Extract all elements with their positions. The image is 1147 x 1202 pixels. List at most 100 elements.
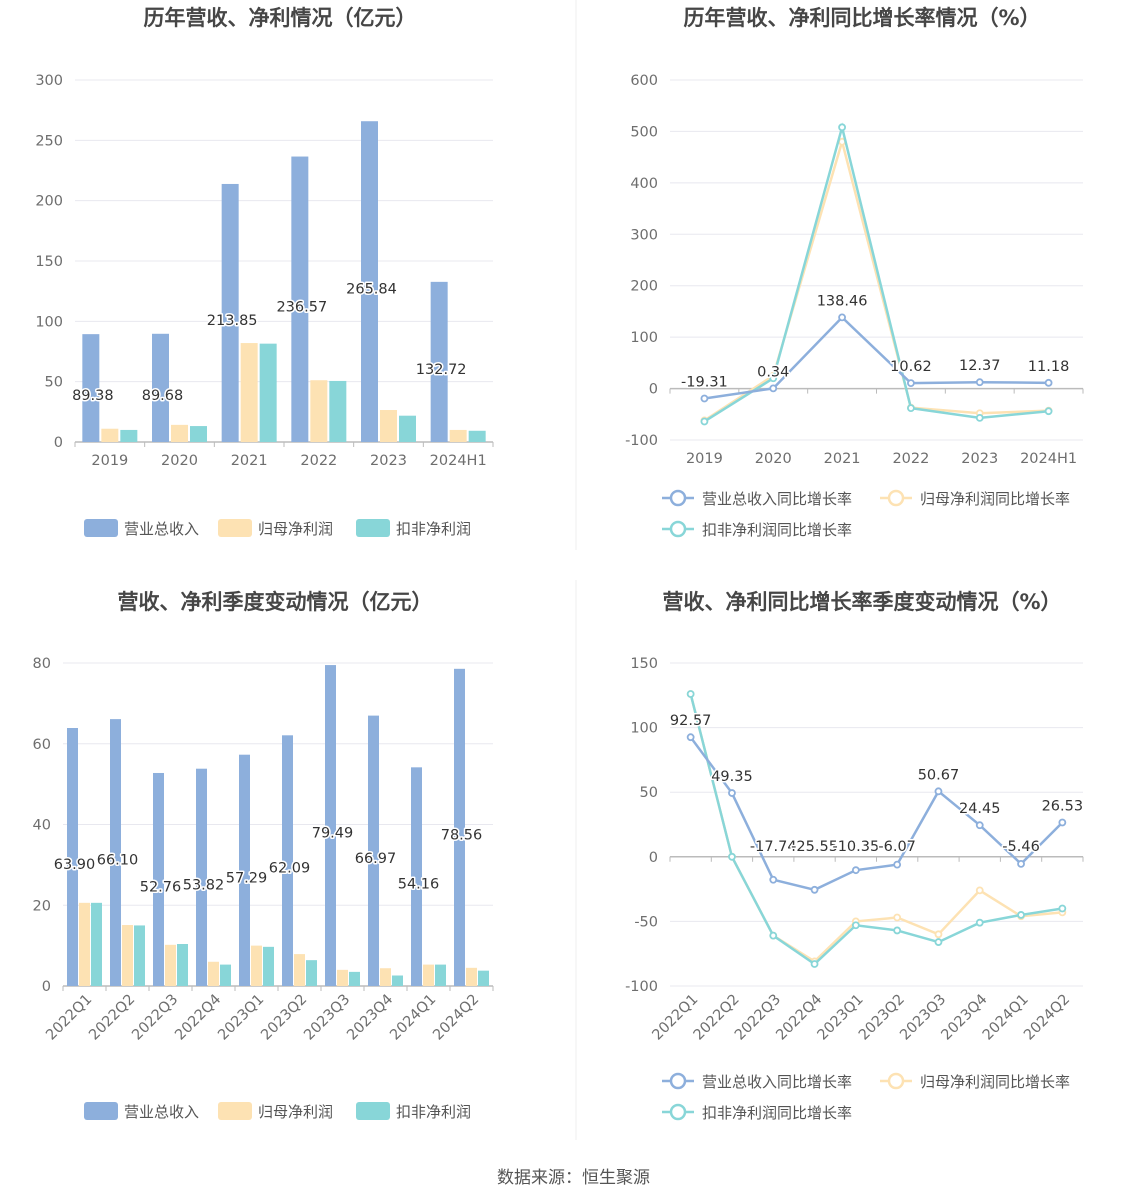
legend-item: 扣非净利润	[356, 1102, 471, 1121]
line-point	[810, 960, 819, 968]
bar-data-label: 236.57	[276, 299, 327, 315]
bar-deducted-profit	[91, 902, 102, 986]
x-tick-label: 2023Q4	[344, 992, 396, 1044]
legend-marker	[887, 1072, 905, 1090]
bar-net-profit	[240, 343, 258, 442]
bar-data-label: 78.56	[441, 827, 483, 843]
line-data-label: 24.45	[959, 801, 1001, 817]
bar-deducted-profit	[349, 971, 360, 986]
line-point	[700, 417, 709, 426]
legend-label: 扣非净利润同比增长率	[702, 521, 852, 539]
chart-c3: 营收、净利季度变动情况（亿元）0204060802022Q12022Q22022…	[33, 590, 494, 1121]
bar-net-profit	[423, 964, 434, 986]
line-point	[975, 821, 984, 830]
bar-net-profit	[122, 925, 133, 986]
bar-net-profit	[171, 424, 188, 442]
bar-revenue	[325, 665, 336, 986]
x-tick-label: 2022Q3	[129, 992, 181, 1044]
y-tick-label: 0	[42, 979, 51, 995]
x-tick-label: 2023	[961, 451, 998, 467]
bar-net-profit	[101, 428, 119, 442]
y-tick-label: 400	[630, 176, 658, 192]
line-point	[851, 866, 860, 875]
legend-item: 扣非净利润同比增长率	[662, 520, 852, 539]
line-data-label: 26.53	[1042, 799, 1084, 815]
bar-data-label: 89.68	[142, 388, 184, 404]
y-tick-label: -50	[634, 914, 658, 930]
line-point	[893, 860, 902, 869]
x-tick-label: 2024Q2	[430, 992, 482, 1044]
bar-net-profit	[79, 902, 90, 986]
line-data-label: -25.55	[791, 839, 838, 855]
bar-net-profit	[449, 429, 467, 442]
line-point	[769, 374, 778, 383]
chart-c4: 营收、净利同比增长率季度变动情况（%）-100-500501001502022Q…	[625, 590, 1085, 1122]
y-tick-label: 500	[630, 124, 658, 140]
line-point	[686, 690, 695, 698]
line-data-label: 138.46	[817, 293, 868, 309]
y-tick-label: 150	[35, 254, 63, 270]
legend-item: 营业总收入同比增长率	[662, 1072, 852, 1091]
bar-deducted-profit	[306, 960, 317, 986]
line-point	[934, 787, 943, 796]
legend: 营业总收入 归母净利润 扣非净利润	[84, 1102, 471, 1121]
y-tick-label: 20	[33, 898, 51, 914]
legend-marker	[669, 1103, 687, 1121]
bar-deducted-profit	[134, 925, 145, 986]
legend-label: 归母净利润	[258, 1103, 333, 1121]
legend-swatch	[84, 519, 118, 537]
x-tick-label: 2023Q3	[301, 992, 353, 1044]
bar-data-label: 52.76	[140, 879, 182, 895]
y-tick-label: 0	[54, 435, 63, 451]
line-point	[893, 926, 902, 935]
bar-data-label: 63.90	[54, 857, 96, 873]
line-point	[700, 394, 709, 403]
bar-revenue	[368, 715, 379, 986]
bar-data-label: 54.16	[398, 877, 440, 893]
line-data-label: -19.31	[681, 375, 728, 391]
y-tick-label: 600	[630, 73, 658, 89]
legend: 营业总收入 归母净利润 扣非净利润	[84, 519, 471, 538]
bar-data-label: 62.09	[269, 861, 311, 877]
bar-net-profit	[208, 961, 219, 986]
bar-revenue	[67, 728, 78, 986]
bar-deducted-profit	[120, 429, 138, 442]
bar-deducted-profit	[177, 944, 188, 986]
y-tick-label: 250	[35, 133, 63, 149]
line-point	[1017, 911, 1025, 919]
bar-net-profit	[294, 954, 305, 986]
bar-deducted-profit	[263, 946, 274, 986]
chart-title: 历年营收、净利情况（亿元）	[144, 6, 417, 30]
chart-title: 历年营收、净利同比增长率情况（%）	[683, 6, 1040, 30]
line-data-label: 92.57	[670, 713, 712, 729]
line-point	[1017, 859, 1025, 868]
line-point	[907, 404, 915, 413]
legend-label: 归母净利润同比增长率	[920, 1073, 1070, 1091]
line-point	[975, 413, 984, 422]
bar-deducted-profit	[478, 970, 489, 986]
line-data-label: 12.37	[959, 358, 1001, 374]
legend-label: 营业总收入同比增长率	[702, 490, 852, 508]
bar-net-profit	[165, 944, 176, 986]
legend-item: 营业总收入	[84, 519, 199, 538]
bar-net-profit	[380, 410, 397, 442]
y-tick-label: 80	[33, 656, 51, 672]
y-tick-label: 50	[45, 375, 63, 391]
legend-item: 归母净利润同比增长率	[880, 489, 1070, 508]
bar-data-label: 213.85	[207, 313, 258, 329]
bar-revenue	[291, 156, 309, 442]
line-point	[810, 885, 819, 894]
legend-item: 营业总收入	[84, 1102, 199, 1121]
y-tick-label: -100	[625, 433, 658, 449]
line-point	[934, 930, 943, 939]
x-tick-label: 2019	[686, 451, 723, 467]
legend-item: 营业总收入同比增长率	[662, 489, 852, 508]
chart-title: 营收、净利季度变动情况（亿元）	[118, 590, 433, 614]
line-data-label: -17.74	[750, 839, 797, 855]
chart-c1: 历年营收、净利情况（亿元） 0 50 100 150 200 250 300 2019 2020 2…	[35, 6, 494, 538]
legend-item: 扣非净利润	[356, 519, 471, 538]
y-tick-label: 0	[649, 382, 658, 398]
bar-revenue	[361, 121, 378, 443]
legend-label: 营业总收入同比增长率	[702, 1073, 852, 1091]
bar-deducted-profit	[468, 430, 486, 442]
